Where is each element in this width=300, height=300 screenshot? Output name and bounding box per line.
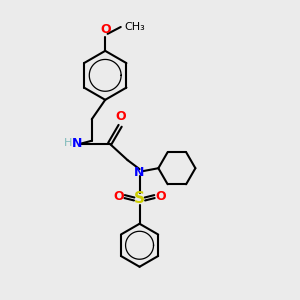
Text: H: H	[64, 137, 73, 148]
Text: N: N	[134, 166, 145, 179]
Text: N: N	[72, 137, 82, 150]
Text: S: S	[134, 191, 145, 206]
Text: O: O	[116, 110, 126, 123]
Text: O: O	[113, 190, 124, 203]
Text: CH₃: CH₃	[124, 22, 146, 32]
Text: O: O	[100, 23, 110, 36]
Text: O: O	[155, 190, 166, 203]
